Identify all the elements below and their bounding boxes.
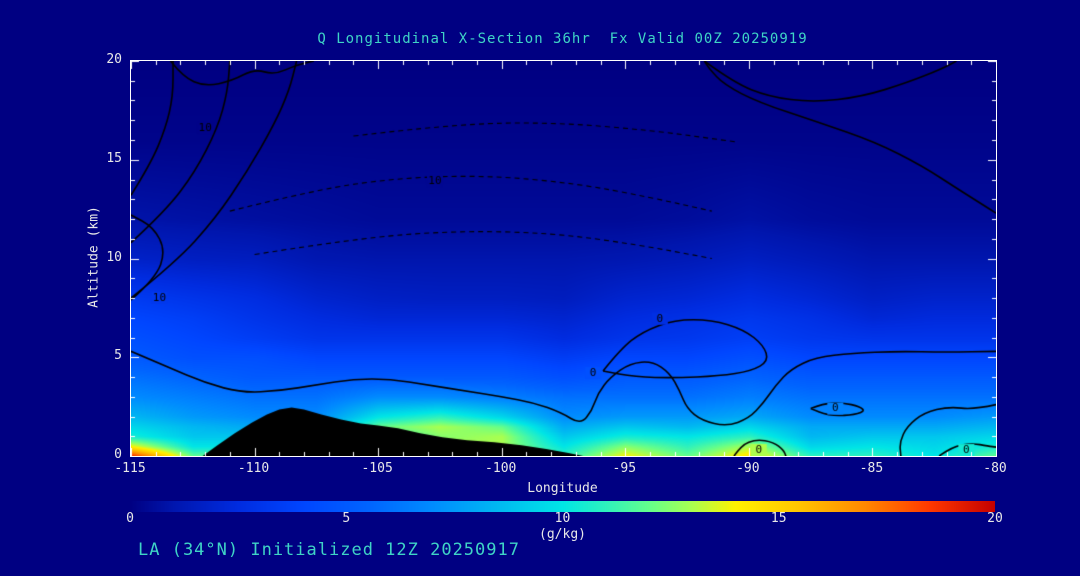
- x-tick-label: -100: [485, 461, 517, 476]
- colorbar-tick-label: 15: [770, 511, 787, 526]
- y-tick-label: 10: [106, 249, 122, 265]
- y-tick-label: 20: [106, 52, 122, 67]
- colorbar-tick-label: 10: [554, 511, 571, 526]
- y-tick-label: 5: [114, 348, 122, 364]
- colorbar-units-label: (g/kg): [539, 527, 586, 542]
- colorbar: [130, 497, 995, 512]
- colorbar-tick-label: 0: [126, 511, 134, 526]
- plot-title: Q Longitudinal X-Section 36hr Fx Valid 0…: [317, 31, 808, 47]
- y-tick-label: 0: [114, 447, 122, 462]
- colorbar-tick-label: 20: [987, 511, 1003, 526]
- x-axis-title: Longitude: [527, 481, 598, 496]
- x-tick-label: -80: [983, 461, 1007, 476]
- x-tick-label: -105: [361, 461, 393, 476]
- xsection-canvas: [131, 61, 996, 456]
- x-tick-label: -110: [237, 461, 270, 476]
- x-tick-label: -95: [612, 461, 637, 476]
- x-tick-label: -115: [114, 461, 146, 476]
- plot-area: [130, 60, 997, 457]
- init-info-label: LA (34°N) Initialized 12Z 20250917: [138, 540, 520, 560]
- colorbar-canvas: [130, 501, 995, 512]
- colorbar-tick-label: 5: [342, 511, 351, 526]
- x-tick-label: -90: [736, 461, 760, 476]
- x-tick-label: -85: [859, 461, 884, 476]
- y-tick-label: 15: [106, 150, 122, 166]
